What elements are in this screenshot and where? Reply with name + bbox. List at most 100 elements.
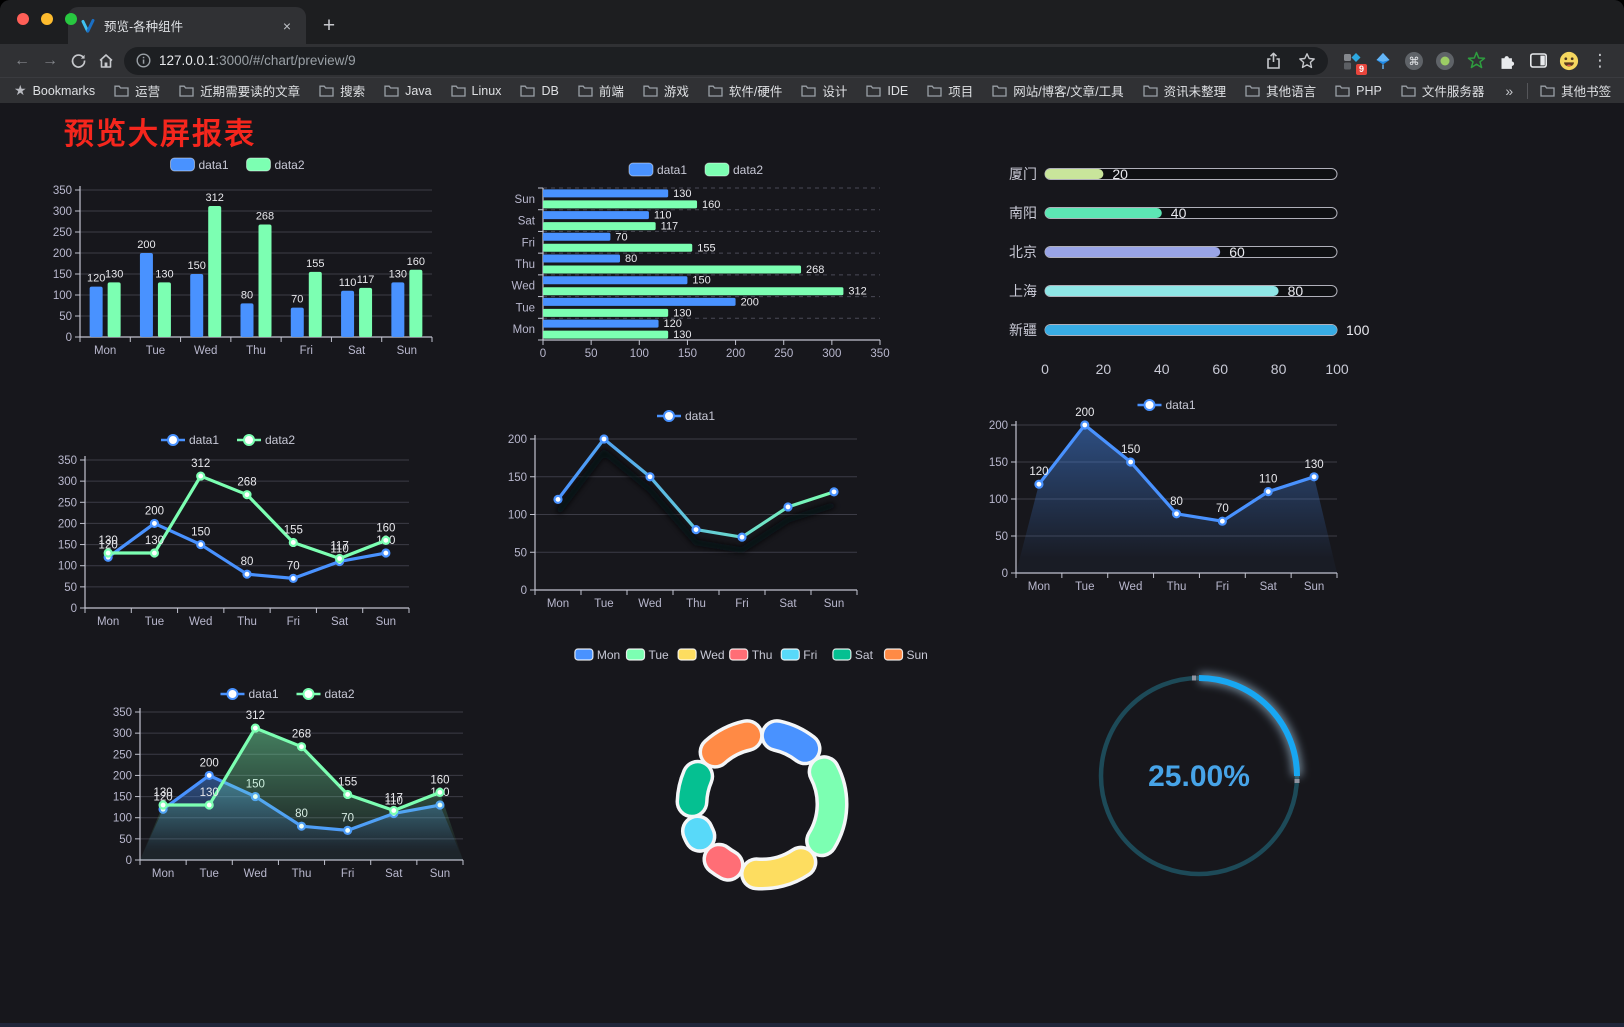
- svg-text:160: 160: [430, 774, 449, 786]
- svg-text:117: 117: [357, 274, 375, 286]
- extension-command-icon[interactable]: ⌘: [1404, 51, 1424, 71]
- page-info-icon[interactable]: [136, 53, 151, 68]
- bookmark-item[interactable]: 游戏: [643, 81, 689, 100]
- svg-text:70: 70: [291, 294, 303, 306]
- svg-text:200: 200: [1075, 407, 1094, 419]
- grouped-bar-chart[interactable]: data1 data2 0 50 100 150 200 250 300 350 Mon Tue Wed…: [38, 150, 440, 365]
- svg-text:300: 300: [113, 728, 132, 740]
- svg-text:Mon: Mon: [97, 616, 119, 628]
- gradient-line-chart[interactable]: data1 0 50 100 150 200 Mon Tue Wed Thu Fri Sat Sun: [505, 401, 870, 613]
- reload-button[interactable]: [64, 47, 92, 75]
- new-tab-button[interactable]: +: [322, 14, 336, 37]
- horizontal-bar-chart[interactable]: data1 data2 0 50 100 150 200 250 300 350 Mon 120 130…: [505, 153, 890, 365]
- bookmark-item[interactable]: Linux: [450, 84, 501, 98]
- svg-text:110: 110: [339, 277, 357, 289]
- svg-text:厦门: 厦门: [1009, 166, 1037, 182]
- bookmark-item[interactable]: IDE: [866, 84, 908, 98]
- share-icon[interactable]: [1265, 52, 1282, 70]
- bookmark-item[interactable]: 文件服务器: [1401, 81, 1484, 100]
- sidebar-toggle-icon[interactable]: [1528, 51, 1548, 71]
- folder-icon: [708, 85, 723, 97]
- back-button[interactable]: ←: [14, 51, 30, 69]
- folder-icon: [1540, 85, 1555, 97]
- svg-text:data2: data2: [325, 687, 355, 701]
- svg-text:50: 50: [119, 834, 132, 846]
- svg-text:data1: data1: [685, 409, 715, 423]
- svg-text:160: 160: [376, 522, 395, 534]
- folder-icon: [866, 85, 881, 97]
- svg-text:Thu: Thu: [686, 598, 706, 610]
- svg-text:上海: 上海: [1009, 283, 1037, 299]
- svg-text:20: 20: [1112, 166, 1128, 182]
- bookmark-item[interactable]: 近期需要读的文章: [179, 81, 300, 100]
- folder-icon: [927, 85, 942, 97]
- city-progress-bars-chart[interactable]: 厦门 20 南阳 40 北京 60 上海 80 新疆 100 0 20 40 60 80 100: [995, 158, 1375, 393]
- single-series-area-chart[interactable]: data1 0 50 100 150 200 Mon Tue Wed Thu Fri Sat Sun 12…: [988, 391, 1348, 601]
- gauge-progress-ring[interactable]: 25.00%: [1049, 623, 1349, 933]
- bookmark-item[interactable]: 前端: [578, 81, 624, 100]
- svg-text:25.00%: 25.00%: [1148, 760, 1250, 793]
- bookmark-item[interactable]: 资讯未整理: [1142, 81, 1226, 100]
- bookmark-item[interactable]: 设计: [801, 81, 847, 100]
- extension-kite-icon[interactable]: [1373, 51, 1393, 71]
- svg-text:80: 80: [241, 289, 253, 301]
- svg-text:150: 150: [989, 457, 1008, 469]
- svg-text:120: 120: [99, 539, 118, 551]
- svg-text:130: 130: [155, 268, 173, 280]
- svg-text:新疆: 新疆: [1009, 322, 1037, 338]
- svg-text:117: 117: [385, 793, 403, 805]
- svg-text:Sat: Sat: [1260, 581, 1278, 593]
- two-series-area-chart[interactable]: data1 data2 0 50 100 150 200 250 300 350 Mon Tue Wed…: [103, 673, 475, 895]
- bookmark-item[interactable]: DB: [520, 84, 559, 98]
- bookmark-item[interactable]: 软件/硬件: [708, 81, 782, 100]
- extensions-puzzle-icon[interactable]: [1497, 51, 1517, 71]
- home-button[interactable]: [92, 47, 120, 75]
- bookmark-item[interactable]: 项目: [927, 81, 973, 100]
- bookmark-item[interactable]: 运营: [114, 81, 160, 100]
- tab-close-icon[interactable]: ×: [282, 17, 292, 34]
- svg-text:40: 40: [1171, 205, 1187, 221]
- svg-text:80: 80: [625, 253, 637, 265]
- bookmark-item[interactable]: PHP: [1335, 84, 1382, 98]
- svg-text:Sat: Sat: [779, 598, 797, 610]
- svg-text:Sun: Sun: [824, 598, 844, 610]
- svg-text:50: 50: [64, 582, 77, 594]
- browser-tab[interactable]: 预览-各种组件 ×: [68, 7, 306, 44]
- bookmarks-overflow-chevron[interactable]: »: [1505, 82, 1514, 99]
- svg-text:130: 130: [673, 329, 691, 341]
- browser-menu-icon[interactable]: ⋮: [1591, 50, 1609, 70]
- other-bookmarks[interactable]: 其他书签: [1540, 81, 1611, 100]
- doughnut-chart[interactable]: Mon Tue Wed Thu Fri Sat Sun: [560, 641, 940, 911]
- forward-button[interactable]: →: [42, 51, 58, 69]
- svg-text:Sun: Sun: [376, 616, 396, 628]
- svg-text:150: 150: [58, 540, 77, 552]
- extension-grid-icon[interactable]: 9: [1342, 51, 1367, 75]
- extension-green-star-icon[interactable]: [1466, 51, 1486, 71]
- address-bar[interactable]: 127.0.0.1:3000/#/chart/preview/9: [124, 46, 1328, 75]
- minimize-window-button[interactable]: [41, 13, 53, 25]
- bookmark-star-icon[interactable]: [1298, 52, 1316, 70]
- bookmarks-root[interactable]: ★ Bookmarks: [14, 82, 95, 99]
- svg-text:0: 0: [540, 348, 546, 360]
- svg-text:0: 0: [126, 855, 132, 867]
- svg-text:50: 50: [59, 311, 72, 323]
- folder-icon: [319, 85, 334, 97]
- close-window-button[interactable]: [17, 13, 29, 25]
- svg-text:110: 110: [385, 795, 403, 807]
- svg-text:20: 20: [1096, 361, 1112, 377]
- svg-text:Fri: Fri: [735, 598, 748, 610]
- bookmark-item[interactable]: 搜索: [319, 81, 365, 100]
- extension-record-icon[interactable]: [1435, 51, 1455, 71]
- maximize-window-button[interactable]: [65, 13, 77, 25]
- url-host: 127.0.0.1: [159, 53, 216, 68]
- bookmark-item[interactable]: 其他语言: [1245, 81, 1316, 100]
- bookmark-item[interactable]: Java: [384, 84, 432, 98]
- home-icon: [99, 53, 113, 68]
- two-series-line-chart[interactable]: data1 data2 0 50 100 150 200 250 300 350 Mon Tue Wed…: [42, 423, 417, 638]
- folder-icon: [1401, 85, 1416, 97]
- profile-avatar[interactable]: [1559, 51, 1579, 71]
- bookmark-item[interactable]: 网站/博客/文章/工具: [992, 81, 1124, 100]
- svg-text:Mon: Mon: [94, 345, 116, 357]
- svg-text:100: 100: [113, 813, 132, 825]
